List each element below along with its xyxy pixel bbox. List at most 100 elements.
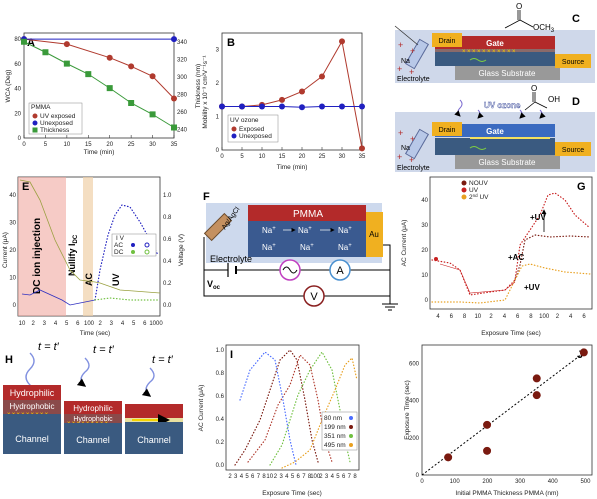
x-tick-label: 4: [503, 314, 507, 320]
voltmeter-f: [303, 285, 325, 307]
data-point: [106, 85, 113, 92]
panel-g-legend: NOUV UV 2nd UV: [461, 180, 489, 201]
panel-b-xlabel: Time (min): [277, 164, 308, 171]
drain-label-d: Drain: [439, 127, 456, 134]
x-tick-label: 100: [539, 314, 550, 320]
gate-layer-d: [435, 124, 555, 137]
h-hydrophilic-1: [3, 385, 61, 400]
uv-thin-curve-g: [439, 263, 516, 294]
y2-tick-label: 300: [177, 75, 188, 81]
nullify-text: Nullify I: [67, 243, 77, 276]
x-tick-label: 7: [257, 474, 261, 480]
y2-tick-label: 0.6: [163, 237, 172, 243]
data-point: [21, 38, 27, 45]
y2-tick-label: 0.0: [163, 303, 172, 309]
legend-swatch-351nm: [349, 434, 353, 438]
data-point: [106, 54, 113, 61]
panel-f-letter: F: [203, 191, 210, 203]
legend-nouv: NOUV: [469, 180, 488, 187]
panel-b-letter: B: [227, 37, 235, 49]
y-tick-label: 40: [421, 198, 428, 204]
panel-g-curves: [431, 192, 591, 304]
legend-swatch-exposed: [231, 126, 237, 132]
data-point: [299, 88, 305, 95]
legend-swatch-2nd-uv: [461, 194, 467, 200]
y2-tick-label: 340: [177, 40, 188, 46]
panel-e-y2label: Voltage (V): [178, 234, 185, 266]
panel-i-frame: [225, 344, 360, 471]
data-point: [171, 124, 177, 131]
glass-substrate-c: [455, 66, 560, 80]
panel-a-frame: [23, 32, 175, 139]
x-tick-label: 6: [297, 474, 301, 480]
voc-sub: oc: [213, 285, 221, 291]
data-point: [259, 103, 265, 110]
voc-label: Voc: [207, 279, 221, 291]
o-atom-d: O: [531, 84, 537, 93]
legend-swatch-ac-v: [144, 242, 150, 248]
x-tick-label: 4: [436, 314, 440, 320]
panel-j-frame: [421, 344, 593, 476]
data-point: [85, 71, 92, 78]
ion-f-5: Na+: [300, 243, 314, 252]
data-point: [128, 100, 135, 106]
y-tick-label: 0: [18, 136, 22, 142]
source-contact-c: [555, 54, 591, 68]
h-hydrophilic-label-2: Hydrophilic: [73, 404, 113, 413]
panel-a-xlabel: Time (min): [84, 149, 115, 156]
data-point: [483, 420, 492, 429]
channel-layer-c: [435, 52, 555, 66]
y-tick-label: 0: [13, 303, 17, 309]
x-tick-label: 400: [548, 479, 559, 485]
h-uv-wave-2: [76, 357, 90, 387]
panel-b-series: [219, 38, 365, 152]
y2-tick-label: 0.4: [163, 259, 172, 265]
o-atom-c: O: [516, 2, 522, 11]
curve-199nm: [234, 349, 319, 466]
ammeter-label: A: [336, 265, 344, 277]
legend-swatch-thickness: [32, 127, 38, 133]
electrolyte-label-c: Electrolyte: [397, 76, 430, 83]
panel-j-chart: J 0 100 200 300 400 500 0 200 400 600 Initial PMM…: [404, 344, 593, 497]
x-tick-label: 3: [43, 321, 47, 327]
legend-351nm: 351 nm: [324, 433, 346, 440]
data-point: [219, 103, 225, 110]
data-point: [339, 103, 345, 110]
x-tick-label: 4: [569, 314, 573, 320]
series-line-1: [222, 106, 362, 108]
x-tick-label: 5: [44, 142, 48, 148]
y-tick-label: 600: [409, 362, 420, 368]
legend-swatch-ac-i: [131, 243, 135, 247]
x-tick-label: 2: [98, 321, 102, 327]
ac-voltage-curve: [21, 289, 96, 306]
plus-d-4: +: [409, 155, 414, 165]
x-tick-label: 10: [19, 321, 26, 327]
glass-substrate-d: [455, 155, 560, 169]
y-tick-label: 40: [9, 193, 16, 199]
y2-tick-label: 280: [177, 92, 188, 98]
legend-uv-exposed: UV exposed: [40, 113, 76, 120]
legend-exposed: Exposed: [239, 126, 265, 133]
data-point: [42, 49, 49, 56]
data-point: [279, 96, 285, 103]
x-tick-label: 6: [582, 314, 586, 320]
panel-d-letter: D: [572, 96, 580, 108]
uv-wave-arrows-d: [454, 99, 546, 119]
x-tick-label: 2: [31, 321, 35, 327]
data-point: [532, 374, 541, 383]
x-tick-label: 6: [342, 474, 346, 480]
panel-h-letter: H: [5, 354, 13, 366]
h-hydrophobic-2: [64, 414, 122, 423]
plus-c-1: +: [398, 40, 403, 50]
x-tick-label: 10: [259, 154, 266, 160]
y-tick-label: 0.6: [216, 394, 225, 400]
legend-swatch-dc-v: [144, 249, 150, 255]
plus-d-3: +: [397, 152, 402, 162]
x-tick-label: 2: [556, 314, 560, 320]
plus-c-4: +: [409, 67, 414, 77]
panel-g-ticks: 4 6 8 10 2 4 6 8 100 2 4 6 0 10 20 30 40: [421, 198, 586, 320]
x-tick-label: 10: [474, 314, 481, 320]
x-tick-label: 4: [285, 474, 289, 480]
panel-i-xlabel: Exposure Time (sec): [262, 490, 322, 497]
x-tick-label: 2: [319, 474, 323, 480]
